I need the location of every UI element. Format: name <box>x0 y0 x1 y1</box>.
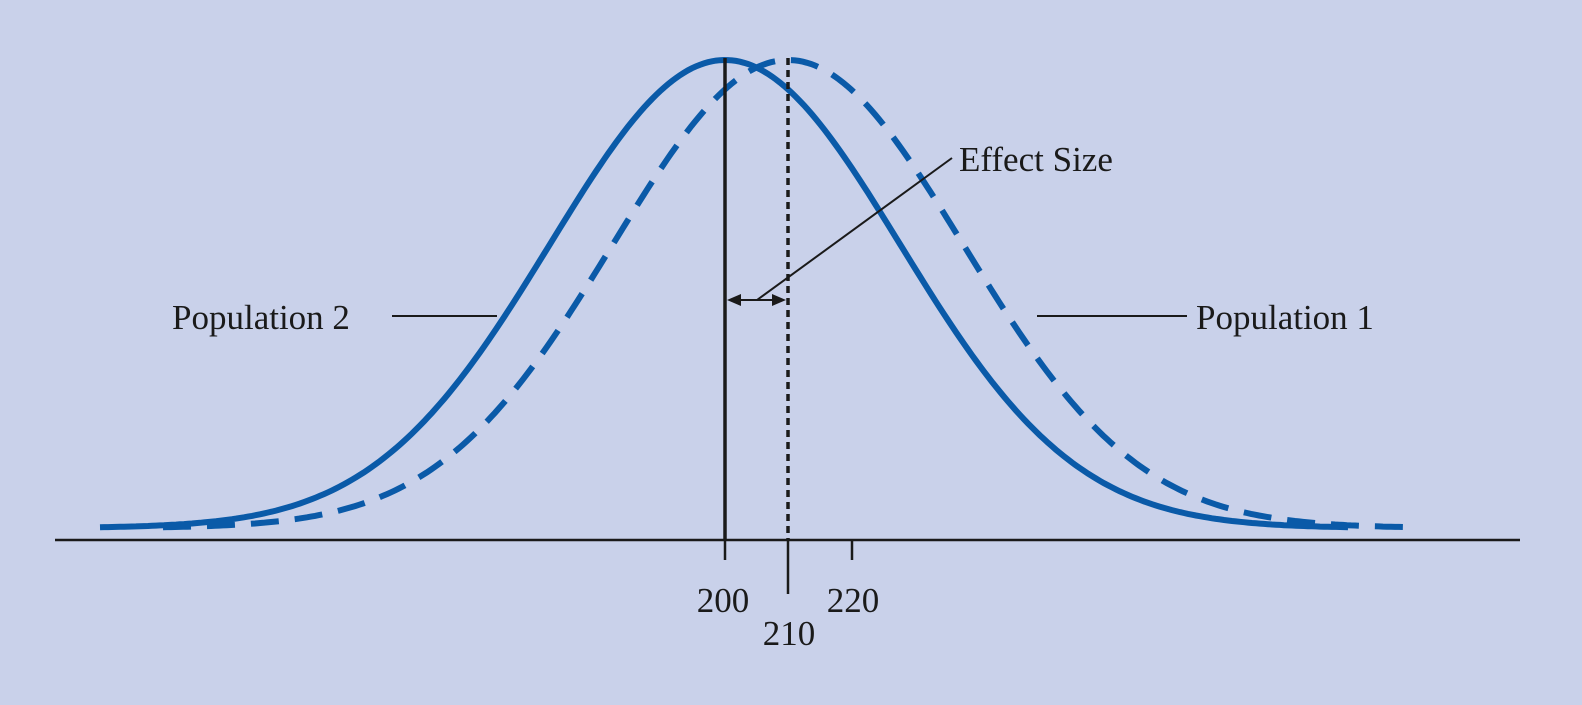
tick-label-200: 200 <box>697 581 750 620</box>
tick-label-220: 220 <box>827 581 880 620</box>
tick-label-210: 210 <box>763 614 816 653</box>
population-2-label: Population 2 <box>172 298 350 337</box>
effect-size-label: Effect Size <box>959 140 1113 179</box>
population-1-curve <box>162 56 1412 531</box>
arrowhead-right <box>772 294 786 306</box>
arrowhead-left <box>727 294 741 306</box>
effect-size-leader <box>756 157 953 301</box>
population-1-label: Population 1 <box>1196 298 1374 337</box>
